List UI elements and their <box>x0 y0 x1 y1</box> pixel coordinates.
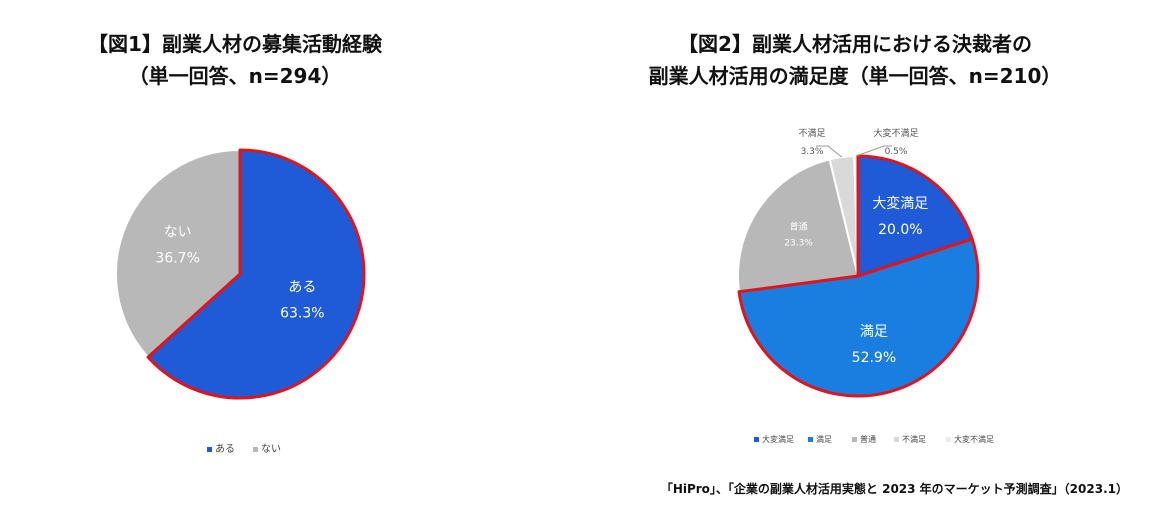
chart1-highlight-0 <box>146 148 366 400</box>
chart2-legend-item-4: 大変不満足 <box>954 434 994 444</box>
chart2-legend-swatch-2 <box>852 437 857 442</box>
chart2-value-3: 3.3% <box>801 147 824 157</box>
chart2-title: 【図2】副業人材活用における決裁者の 副業人材活用の満足度（単一回答、n=210… <box>590 28 1120 92</box>
chart2-slice-2 <box>737 158 860 293</box>
chart2-leader-4 <box>855 145 892 157</box>
chart1-title-line1: 【図1】副業人材の募集活動経験 <box>88 32 382 56</box>
chart2-title-line1: 【図2】副業人材活用における決裁者の <box>678 32 1032 56</box>
chart2-value-4: 0.5% <box>885 147 908 157</box>
chart2-value-0: 20.0% <box>878 222 922 238</box>
chart2-value-1: 52.9% <box>852 350 896 366</box>
chart2-leader-3 <box>816 145 843 158</box>
chart2-highlight-1 <box>737 237 980 398</box>
chart1-legend-swatch-1 <box>253 447 258 452</box>
chart1-value-1: 36.7% <box>155 250 199 266</box>
chart2-label-2: 普通 <box>790 220 808 232</box>
chart1-label-0: ある <box>288 280 316 296</box>
chart1-legend-swatch-0 <box>207 447 212 452</box>
chart2-legend-item-0: 大変満足 <box>762 434 794 444</box>
chart2-legend-swatch-1 <box>808 437 813 442</box>
chart2-legend-swatch-3 <box>894 437 899 442</box>
chart2-legend-item-2: 普通 <box>860 434 876 444</box>
chart1-label-1: ない <box>164 224 192 240</box>
chart2-legend-swatch-0 <box>754 437 759 442</box>
chart1-title: 【図1】副業人材の募集活動経験 （単一回答、n=294） <box>40 28 430 92</box>
chart1-legend-item-0: ある <box>215 443 235 455</box>
chart2-title-line2: 副業人材活用の満足度（単一回答、n=210） <box>648 64 1062 88</box>
chart1-value-0: 63.3% <box>280 306 324 322</box>
chart2-label-3: 不満足 <box>798 128 825 139</box>
chart1-slice-1 <box>115 148 241 359</box>
chart2-legend-item-1: 満足 <box>816 435 832 444</box>
chart2-legend-item-3: 不満足 <box>902 435 926 444</box>
source-citation: 「HiPro」、「企業の副業人材活用実態と 2023 年のマーケット予測調査」（… <box>660 482 1128 496</box>
chart1-title-line2: （単一回答、n=294） <box>128 64 342 88</box>
chart2-highlight-0 <box>856 154 974 278</box>
chart2-label-0: 大変満足 <box>872 195 928 212</box>
chart2-value-2: 23.3% <box>784 238 813 248</box>
chart2-legend-swatch-4 <box>946 437 951 442</box>
chart2-label-1: 満足 <box>860 324 888 340</box>
chart2-label-4: 大変不満足 <box>873 127 918 139</box>
chart1-legend-item-1: ない <box>261 443 281 455</box>
